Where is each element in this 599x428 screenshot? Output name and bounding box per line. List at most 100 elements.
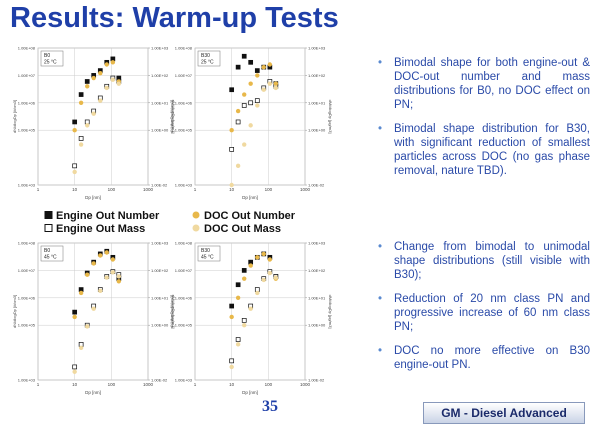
x-tick-label: 100 — [265, 187, 273, 192]
y-axis-label: dN/dlogDp [#/cm3] — [169, 295, 174, 328]
y2-tick-label: 1.00E+01 — [308, 295, 326, 300]
marker — [235, 108, 241, 114]
y-tick-label: 1.00E+07 — [175, 73, 193, 78]
marker — [229, 147, 235, 152]
y2-tick-label: 1.00E-02 — [308, 183, 325, 188]
marker — [255, 290, 260, 296]
x-axis-label: Dp [nm] — [85, 195, 101, 200]
marker — [261, 64, 266, 70]
marker — [261, 251, 266, 257]
y2-tick-label: 1.00E+00 — [151, 323, 169, 328]
chart-subtitle: 45 °C — [201, 255, 214, 261]
y-tick-label: 1.00E+06 — [18, 100, 36, 105]
marker — [98, 98, 103, 103]
chart-label: B0 — [44, 248, 50, 254]
marker — [255, 255, 260, 260]
marker — [267, 81, 273, 86]
bullet: Bimodal shape for both engine-out & DOC-… — [378, 56, 590, 112]
x-tick-label: 1000 — [300, 382, 311, 387]
marker — [267, 257, 273, 262]
footer-badge: GM - Diesel Advanced — [423, 402, 585, 424]
y2-tick-label: 1.00E+00 — [151, 128, 169, 133]
marker — [235, 295, 241, 300]
marker — [78, 136, 84, 141]
x-tick-label: 1 — [37, 187, 40, 192]
slide-title: Results: Warm-up Tests — [10, 2, 339, 34]
marker — [261, 87, 266, 92]
bullet: DOC no more effective on B30 engine-out … — [378, 344, 590, 372]
legend-label: Engine Out Mass — [56, 223, 145, 235]
y2-tick-label: 1.00E+00 — [308, 128, 326, 133]
marker — [261, 277, 266, 283]
marker — [72, 128, 77, 133]
chart-subtitle: 25 °C — [44, 60, 57, 66]
y2-tick-label: 1.00E+01 — [308, 100, 326, 105]
bullet: Reduction of 20 nm class PN and progress… — [378, 292, 590, 334]
marker — [78, 92, 84, 97]
marker — [85, 272, 90, 277]
marker — [110, 270, 116, 275]
marker — [235, 342, 241, 347]
y2-axis-label: dM/dlogDp [µg/m3] — [328, 100, 333, 134]
marker — [116, 274, 122, 279]
marker — [91, 75, 96, 81]
marker — [229, 358, 235, 364]
marker — [104, 62, 109, 67]
marker — [78, 345, 84, 350]
y-tick-label: 1.00E+03 — [18, 183, 36, 188]
marker — [242, 142, 247, 147]
marker — [248, 306, 253, 311]
marker — [241, 318, 247, 323]
label-box — [197, 245, 221, 262]
marker — [72, 163, 78, 169]
y2-tick-label: 1.00E+01 — [151, 100, 169, 105]
legend-marker — [44, 211, 53, 219]
y-axis-label: dN/dlogDp [#/cm3] — [12, 100, 17, 133]
y-tick-label: 1.00E+03 — [18, 378, 36, 383]
marker — [98, 253, 103, 258]
x-tick-label: 100 — [265, 382, 273, 387]
y2-axis-label: dM/dlogDp [µg/m3] — [171, 100, 176, 134]
bullet: Bimodal shape distribution for B30, with… — [378, 122, 590, 178]
marker — [78, 100, 84, 106]
plot-area — [194, 47, 306, 186]
y2-tick-label: 1.00E+00 — [308, 323, 326, 328]
y-tick-label: 1.00E+05 — [175, 128, 193, 133]
marker — [91, 111, 96, 116]
marker — [85, 324, 90, 329]
y2-tick-label: 1.00E+01 — [151, 295, 169, 300]
y2-axis-label: dM/dlogDp [µg/m3] — [171, 295, 176, 329]
x-tick-label: 100 — [108, 187, 116, 192]
marker — [72, 314, 77, 320]
marker — [72, 369, 77, 374]
marker — [273, 275, 279, 280]
y2-tick-label: 1.00E+03 — [308, 241, 326, 246]
marker — [110, 60, 116, 65]
legend-label: DOC Out Mass — [204, 223, 281, 235]
legend-marker — [192, 211, 200, 219]
y-tick-label: 1.00E+06 — [175, 295, 193, 300]
y2-tick-label: 1.00E-02 — [308, 378, 325, 383]
legend-marker — [44, 224, 53, 232]
marker — [78, 290, 84, 296]
marker — [242, 323, 247, 328]
y-tick-label: 1.00E+05 — [18, 323, 36, 328]
y-tick-label: 1.00E+03 — [175, 183, 193, 188]
label-box — [197, 50, 221, 67]
plot-area — [37, 47, 149, 186]
y-tick-label: 1.00E+08 — [175, 46, 193, 51]
y2-tick-label: 1.00E+03 — [308, 46, 326, 51]
marker — [104, 275, 109, 280]
bullet: Change from bimodal to unimodal shape di… — [378, 240, 590, 282]
x-axis-label: Dp [nm] — [242, 390, 258, 395]
marker — [98, 288, 103, 294]
y-tick-label: 1.00E+07 — [18, 73, 36, 78]
marker — [241, 53, 247, 59]
y-axis-label: dN/dlogDp [#/cm3] — [169, 100, 174, 133]
y-tick-label: 1.00E+08 — [18, 241, 36, 246]
marker — [235, 282, 241, 288]
chart-label: B30 — [201, 53, 210, 59]
marker — [229, 182, 234, 188]
y-tick-label: 1.00E+05 — [175, 323, 193, 328]
